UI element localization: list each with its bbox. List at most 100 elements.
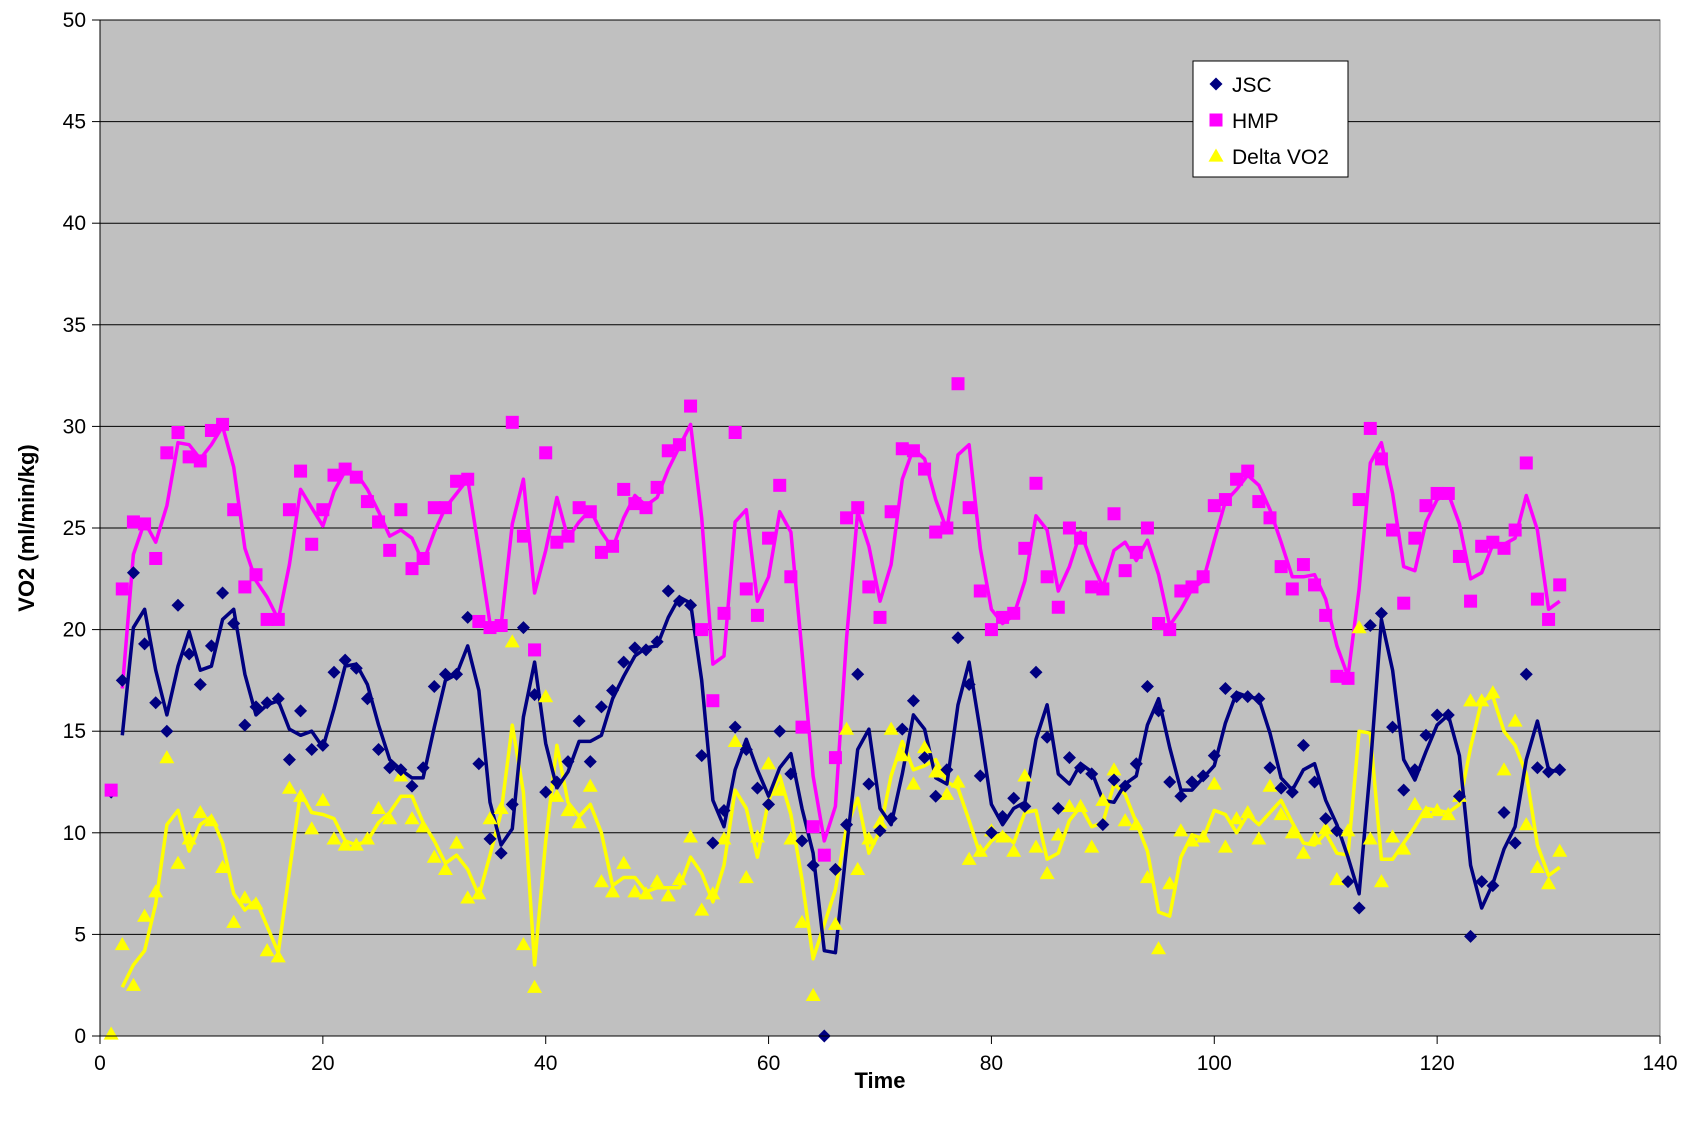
- data-markers: [103, 377, 1568, 1043]
- data-point-delta-vo2: [493, 800, 509, 815]
- data-point-hmp: [1252, 495, 1266, 509]
- data-point-delta-vo2: [660, 888, 676, 902]
- y-tick-label: 45: [63, 111, 86, 134]
- data-point-hmp: [438, 501, 452, 515]
- data-point-delta-vo2: [237, 890, 253, 904]
- data-point-hmp: [1241, 464, 1255, 478]
- y-tick-label: 5: [74, 923, 86, 946]
- data-point-delta-vo2: [1307, 831, 1323, 845]
- data-point-delta-vo2: [1084, 839, 1100, 853]
- data-point-hmp: [138, 517, 152, 531]
- data-point-delta-vo2: [716, 831, 732, 845]
- data-point-jsc: [204, 639, 218, 653]
- data-point-hmp: [594, 545, 608, 559]
- data-point-hmp: [1363, 421, 1377, 435]
- data-point-hmp: [572, 501, 586, 515]
- data-point-hmp: [528, 643, 542, 657]
- data-point-delta-vo2: [359, 831, 375, 845]
- data-point-delta-vo2: [1295, 845, 1311, 859]
- data-point-jsc: [1352, 901, 1366, 915]
- data-point-hmp: [583, 505, 597, 519]
- data-point-delta-vo2: [1195, 829, 1211, 843]
- data-point-jsc: [962, 677, 976, 691]
- data-point-jsc: [1296, 738, 1310, 752]
- data-point-delta-vo2: [950, 774, 966, 788]
- data-point-hmp: [294, 464, 308, 478]
- data-point-jsc: [951, 631, 965, 645]
- data-point-jsc: [483, 832, 497, 846]
- data-point-jsc: [1397, 783, 1411, 797]
- data-point-hmp: [416, 551, 430, 565]
- data-point-hmp: [1430, 486, 1444, 500]
- data-point-hmp: [717, 606, 731, 620]
- data-point-hmp: [851, 501, 865, 515]
- data-point-hmp: [171, 425, 185, 439]
- data-point-hmp: [1129, 545, 1143, 559]
- data-point-hmp: [115, 582, 129, 596]
- data-point-jsc: [1341, 875, 1355, 889]
- x-tick-label: 60: [757, 1052, 780, 1075]
- data-point-delta-vo2: [1039, 865, 1055, 880]
- data-point-delta-vo2: [437, 861, 453, 876]
- data-point-jsc: [1363, 619, 1377, 633]
- data-point-jsc: [984, 826, 998, 840]
- data-point-delta-vo2: [1507, 713, 1523, 727]
- data-point-hmp: [1062, 521, 1076, 535]
- data-point-jsc: [1530, 761, 1544, 775]
- data-point-jsc: [1218, 682, 1232, 696]
- data-point-jsc: [238, 718, 252, 732]
- data-point-jsc: [1263, 761, 1277, 775]
- data-point-hmp: [1497, 541, 1511, 555]
- data-point-delta-vo2: [1496, 762, 1512, 776]
- data-point-jsc: [1241, 690, 1255, 704]
- data-point-jsc: [327, 665, 341, 679]
- data-point-jsc: [695, 749, 709, 763]
- data-point-hmp: [661, 444, 675, 458]
- data-point-delta-vo2: [515, 937, 531, 951]
- y-tick-label: 35: [63, 314, 86, 337]
- data-point-delta-vo2: [270, 949, 286, 963]
- data-point-jsc: [149, 696, 163, 710]
- data-point-hmp: [840, 511, 854, 525]
- data-point-hmp: [639, 501, 653, 515]
- data-point-hmp: [1530, 592, 1544, 606]
- data-point-hmp: [906, 444, 920, 458]
- data-point-hmp: [405, 562, 419, 576]
- data-point-hmp: [1040, 570, 1054, 584]
- data-point-hmp: [1074, 531, 1088, 545]
- data-point-jsc: [1163, 775, 1177, 789]
- data-point-hmp: [873, 610, 887, 624]
- data-point-jsc: [628, 641, 642, 655]
- data-point-delta-vo2: [181, 831, 197, 845]
- data-point-jsc: [461, 610, 475, 624]
- data-point-delta-vo2: [371, 800, 387, 815]
- data-point-delta-vo2: [827, 916, 843, 930]
- data-point-jsc: [1274, 781, 1288, 795]
- data-point-hmp: [918, 462, 932, 476]
- data-point-hmp: [238, 580, 252, 594]
- data-point-hmp: [1185, 580, 1199, 594]
- data-point-jsc: [216, 586, 230, 600]
- data-point-jsc: [1152, 704, 1166, 718]
- data-point-hmp: [795, 720, 809, 734]
- data-point-hmp: [160, 446, 174, 460]
- data-point-hmp: [1274, 560, 1288, 574]
- data-point-hmp: [394, 503, 408, 517]
- y-tick-label: 15: [63, 720, 86, 743]
- data-point-delta-vo2: [538, 689, 554, 703]
- data-point-hmp: [739, 582, 753, 596]
- data-point-jsc: [1085, 767, 1099, 781]
- data-point-delta-vo2: [605, 884, 621, 898]
- data-point-jsc: [873, 824, 887, 838]
- data-point-delta-vo2: [1518, 817, 1534, 831]
- data-point-hmp: [182, 450, 196, 464]
- gridlines: [100, 19, 1660, 935]
- legend-marker-hmp: [1209, 113, 1223, 127]
- data-point-jsc: [773, 724, 787, 738]
- data-point-jsc: [840, 818, 854, 832]
- data-point-delta-vo2: [1139, 870, 1155, 884]
- x-tick-label: 80: [980, 1052, 1003, 1075]
- data-point-jsc: [1419, 728, 1433, 742]
- data-point-jsc: [360, 692, 374, 706]
